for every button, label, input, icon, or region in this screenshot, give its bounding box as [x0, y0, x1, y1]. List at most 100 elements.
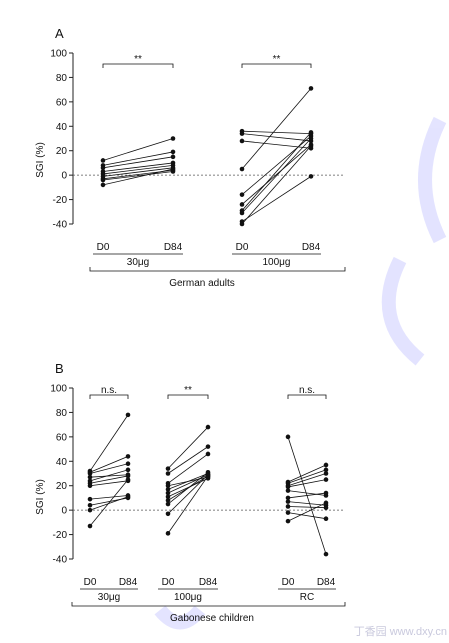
y-tick-label: 40: [56, 457, 68, 468]
significance-label: **: [273, 54, 281, 65]
pair-line: [241, 176, 312, 222]
x-tick-label: D0: [162, 577, 175, 588]
data-point: [165, 466, 171, 471]
data-point: [239, 138, 245, 144]
y-tick-label: -20: [53, 530, 68, 541]
y-tick-label: 60: [56, 97, 68, 108]
pair-line: [89, 495, 129, 500]
pair-line: [241, 133, 312, 142]
pair-line: [287, 492, 327, 499]
data-point: [87, 496, 93, 502]
x-tick-label: D84: [164, 242, 183, 253]
pair-line: [89, 463, 129, 474]
data-point: [125, 412, 131, 418]
data-point: [125, 477, 131, 482]
pair-line: [102, 168, 174, 186]
data-point: [308, 143, 314, 149]
y-tick-label: 60: [56, 432, 68, 443]
data-point: [100, 165, 106, 171]
group-label: 100μg: [262, 257, 290, 268]
pair-line: [167, 453, 209, 484]
significance-bracket: [241, 63, 312, 68]
pair-line: [167, 471, 209, 505]
pair-line: [287, 512, 327, 520]
pair-line: [102, 138, 174, 161]
significance-bracket: [89, 394, 129, 399]
y-tick-label: 20: [56, 146, 68, 157]
pair-line: [287, 469, 327, 484]
significance-label: **: [134, 54, 142, 65]
data-point: [308, 174, 314, 179]
x-tick-label: D0: [236, 242, 249, 253]
pair-line: [89, 480, 129, 487]
panel-a: A SGI (%) -40 -20 0 20 40 60 80 100 ** ** D0 D84 3…: [35, 26, 346, 289]
data-point: [165, 471, 171, 476]
pair-line: [287, 502, 327, 522]
data-point: [323, 505, 329, 511]
y-tick-label: 0: [61, 506, 67, 517]
pair-line: [102, 167, 174, 177]
panel-b: B SGI (%) -40 -20 0 20 40 60 80 100 n.s. ** n.s. …: [35, 361, 346, 624]
data-point: [285, 484, 291, 490]
panel-b-ylabel: SGI (%): [35, 479, 46, 515]
y-tick-label: -40: [53, 220, 68, 231]
data-point: [165, 487, 171, 492]
data-point: [100, 177, 106, 183]
y-tick-label: 80: [56, 408, 68, 419]
panel-a-plot: ** **: [73, 54, 345, 227]
data-point: [205, 451, 211, 457]
pair-line: [241, 140, 312, 149]
group-label: 30μg: [98, 592, 120, 603]
pair-line: [167, 426, 209, 469]
pair-line: [241, 88, 312, 170]
pair-line: [287, 501, 327, 506]
pair-line: [89, 469, 129, 482]
y-tick-label: 20: [56, 481, 68, 492]
data-point: [323, 462, 329, 468]
pair-line: [89, 475, 129, 484]
significance-label: n.s.: [101, 385, 117, 396]
x-tick-label: D84: [317, 577, 336, 588]
data-point: [323, 490, 329, 496]
data-point: [323, 500, 329, 506]
data-point: [308, 136, 314, 141]
data-point: [285, 434, 291, 440]
significance-bracket: [102, 63, 174, 68]
y-tick-label: -40: [53, 555, 68, 566]
y-tick-label: 0: [61, 171, 67, 182]
data-point: [170, 166, 176, 172]
data-point: [285, 499, 291, 504]
data-point: [323, 467, 329, 473]
group-label: 30μg: [127, 257, 149, 268]
panel-a-xlabels: D0 D84 30μg D0 D84 100μg: [89, 242, 346, 272]
pair-line: [167, 474, 209, 515]
pair-line: [287, 464, 327, 483]
data-point: [165, 531, 171, 536]
pair-line: [287, 473, 327, 487]
data-point: [308, 130, 314, 135]
panel-b-label: B: [55, 361, 64, 376]
data-point: [323, 471, 329, 476]
data-point: [239, 221, 245, 227]
data-point: [285, 504, 291, 509]
data-point: [239, 210, 245, 216]
panel-b-plot: n.s. ** n.s.: [73, 385, 345, 557]
panel-a-ylabel: SGI (%): [35, 142, 46, 178]
panel-b-footer: Gabonese children: [170, 613, 254, 624]
pair-line: [241, 145, 312, 225]
data-point: [87, 471, 93, 476]
data-point: [170, 154, 176, 160]
data-point: [165, 494, 171, 500]
y-tick-label: -20: [53, 195, 68, 206]
data-point: [87, 507, 93, 513]
significance-bracket: [167, 394, 209, 399]
pair-line: [241, 138, 312, 214]
group-label: RC: [300, 592, 314, 603]
data-point: [125, 494, 131, 500]
data-point: [239, 192, 245, 197]
data-point: [170, 136, 176, 141]
significance-bracket: [287, 394, 327, 399]
data-point: [323, 477, 329, 482]
y-tick-label: 80: [56, 73, 68, 84]
